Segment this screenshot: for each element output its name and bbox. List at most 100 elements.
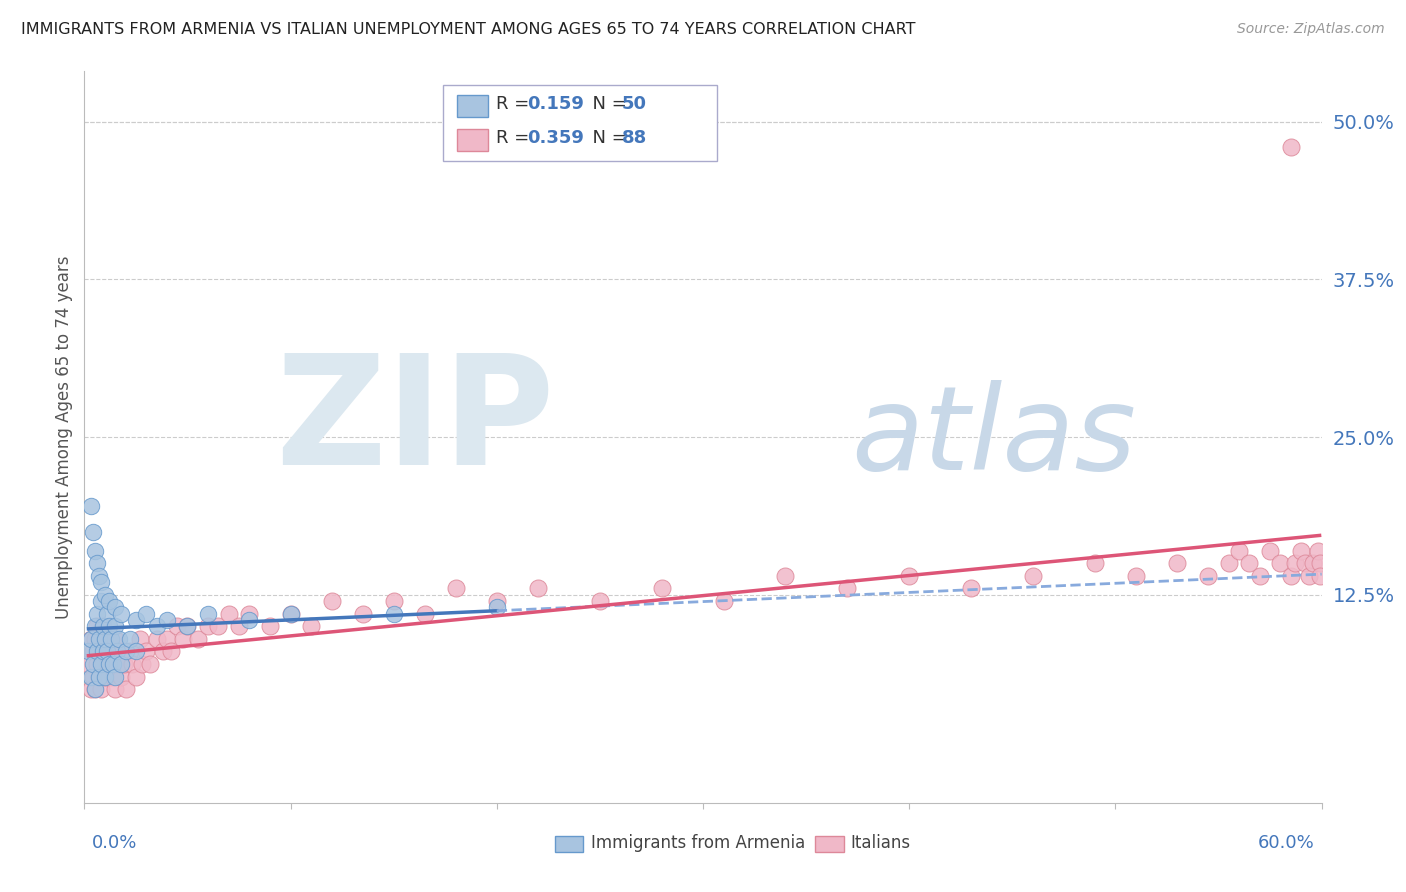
Point — [1239, 556, 1261, 570]
Point — [114, 682, 136, 697]
Point — [131, 657, 153, 671]
Point — [589, 594, 612, 608]
Point — [94, 670, 117, 684]
Point — [156, 613, 179, 627]
Point — [83, 543, 105, 558]
Point — [1258, 543, 1281, 558]
Point — [135, 644, 157, 658]
Point — [413, 607, 436, 621]
Point — [114, 644, 136, 658]
Point — [898, 569, 921, 583]
Point — [160, 644, 183, 658]
Point — [96, 607, 118, 621]
Point — [197, 619, 219, 633]
Point — [238, 613, 260, 627]
Point — [103, 670, 125, 684]
Point — [218, 607, 240, 621]
Point — [112, 657, 135, 671]
Point — [121, 657, 143, 671]
Text: N =: N = — [581, 129, 633, 147]
Point — [1227, 543, 1250, 558]
Point — [156, 632, 179, 646]
Point — [79, 632, 101, 646]
Point — [1309, 569, 1331, 583]
Point — [79, 500, 101, 514]
Point — [90, 632, 112, 646]
Point — [382, 594, 405, 608]
Point — [1298, 569, 1320, 583]
Point — [94, 644, 117, 658]
Point — [238, 607, 260, 621]
Point — [382, 607, 405, 621]
Point — [98, 644, 121, 658]
Text: Source: ZipAtlas.com: Source: ZipAtlas.com — [1237, 22, 1385, 37]
Point — [110, 657, 132, 671]
Point — [775, 569, 797, 583]
Point — [1279, 569, 1302, 583]
Point — [90, 575, 112, 590]
Point — [77, 657, 100, 671]
Text: 88: 88 — [621, 129, 647, 147]
Text: R =: R = — [496, 129, 536, 147]
Point — [1309, 556, 1331, 570]
Point — [110, 607, 132, 621]
Point — [82, 644, 104, 658]
Point — [1022, 569, 1045, 583]
Point — [82, 657, 104, 671]
Point — [83, 682, 105, 697]
Point — [110, 670, 132, 684]
Point — [108, 632, 131, 646]
Point — [166, 619, 188, 633]
Point — [79, 670, 101, 684]
Point — [1249, 569, 1271, 583]
Point — [105, 644, 128, 658]
Point — [103, 657, 125, 671]
Point — [98, 657, 121, 671]
Point — [139, 657, 162, 671]
Point — [86, 644, 108, 658]
Point — [1289, 543, 1312, 558]
Point — [104, 682, 127, 697]
Point — [83, 682, 105, 697]
Point — [485, 594, 508, 608]
Point — [87, 632, 110, 646]
Text: R =: R = — [496, 95, 536, 113]
Point — [837, 582, 859, 596]
Point — [83, 619, 105, 633]
Text: atlas: atlas — [852, 380, 1136, 494]
Point — [91, 644, 114, 658]
Point — [1125, 569, 1147, 583]
Point — [1306, 543, 1329, 558]
Point — [259, 619, 281, 633]
Point — [100, 632, 122, 646]
Text: IMMIGRANTS FROM ARMENIA VS ITALIAN UNEMPLOYMENT AMONG AGES 65 TO 74 YEARS CORREL: IMMIGRANTS FROM ARMENIA VS ITALIAN UNEMP… — [21, 22, 915, 37]
Point — [152, 644, 174, 658]
Point — [280, 607, 302, 621]
Point — [1218, 556, 1240, 570]
Point — [176, 619, 198, 633]
Point — [94, 670, 117, 684]
Point — [98, 619, 121, 633]
Point — [228, 619, 250, 633]
Point — [485, 600, 508, 615]
Point — [1284, 556, 1306, 570]
Point — [87, 644, 110, 658]
Point — [172, 632, 194, 646]
Text: 50: 50 — [621, 95, 647, 113]
Point — [91, 657, 114, 671]
Point — [104, 619, 127, 633]
Point — [82, 524, 104, 539]
Point — [77, 644, 100, 658]
Point — [713, 594, 735, 608]
Point — [125, 613, 148, 627]
Text: Immigrants from Armenia: Immigrants from Armenia — [591, 834, 804, 852]
Point — [187, 632, 209, 646]
Point — [91, 619, 114, 633]
Point — [651, 582, 673, 596]
Text: ZIP: ZIP — [276, 348, 554, 497]
Point — [104, 670, 127, 684]
Point — [98, 594, 121, 608]
Point — [98, 670, 121, 684]
Point — [83, 632, 105, 646]
Point — [100, 657, 122, 671]
